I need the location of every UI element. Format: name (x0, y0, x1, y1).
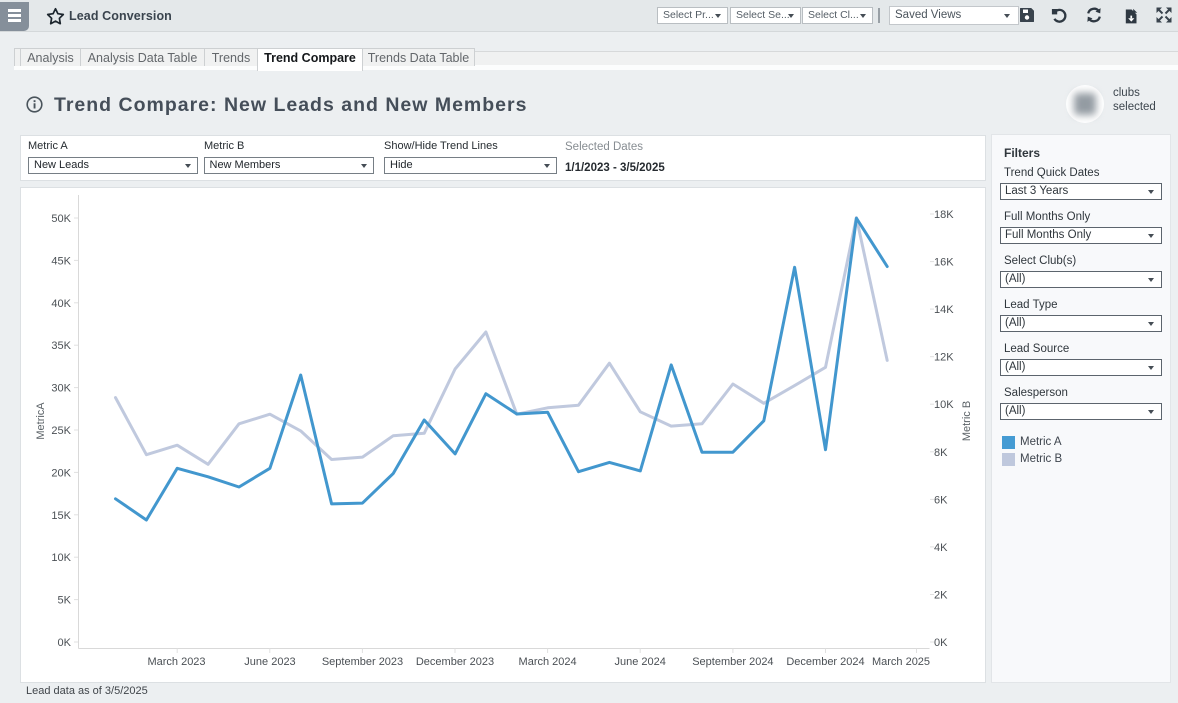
svg-text:2K: 2K (934, 590, 948, 602)
svg-text:8K: 8K (934, 447, 948, 459)
svg-text:16K: 16K (934, 257, 954, 269)
svg-text:June 2024: June 2024 (615, 656, 666, 668)
svg-text:March 2023: March 2023 (147, 656, 205, 668)
svg-text:20K: 20K (51, 467, 71, 479)
svg-text:30K: 30K (51, 383, 71, 395)
svg-text:40K: 40K (51, 298, 71, 310)
svg-text:September 2024: September 2024 (692, 656, 773, 668)
svg-text:December 2024: December 2024 (786, 656, 864, 668)
svg-text:5K: 5K (58, 595, 72, 607)
svg-text:10K: 10K (934, 399, 954, 411)
svg-text:6K: 6K (934, 494, 948, 506)
svg-text:September 2023: September 2023 (322, 656, 403, 668)
svg-text:12K: 12K (934, 352, 954, 364)
svg-text:Metric B: Metric B (961, 401, 973, 441)
svg-text:10K: 10K (51, 552, 71, 564)
svg-text:0K: 0K (934, 637, 948, 649)
svg-text:18K: 18K (934, 209, 954, 221)
svg-text:MetricA: MetricA (35, 402, 47, 440)
svg-text:0K: 0K (58, 637, 72, 649)
svg-text:25K: 25K (51, 425, 71, 437)
svg-text:35K: 35K (51, 340, 71, 352)
svg-text:50K: 50K (51, 213, 71, 225)
svg-text:December 2023: December 2023 (416, 656, 494, 668)
svg-text:45K: 45K (51, 255, 71, 267)
svg-text:15K: 15K (51, 510, 71, 522)
svg-text:June 2023: June 2023 (244, 656, 295, 668)
svg-text:4K: 4K (934, 542, 948, 554)
svg-text:14K: 14K (934, 304, 954, 316)
svg-text:March 2025: March 2025 (872, 656, 930, 668)
svg-text:March 2024: March 2024 (519, 656, 577, 668)
